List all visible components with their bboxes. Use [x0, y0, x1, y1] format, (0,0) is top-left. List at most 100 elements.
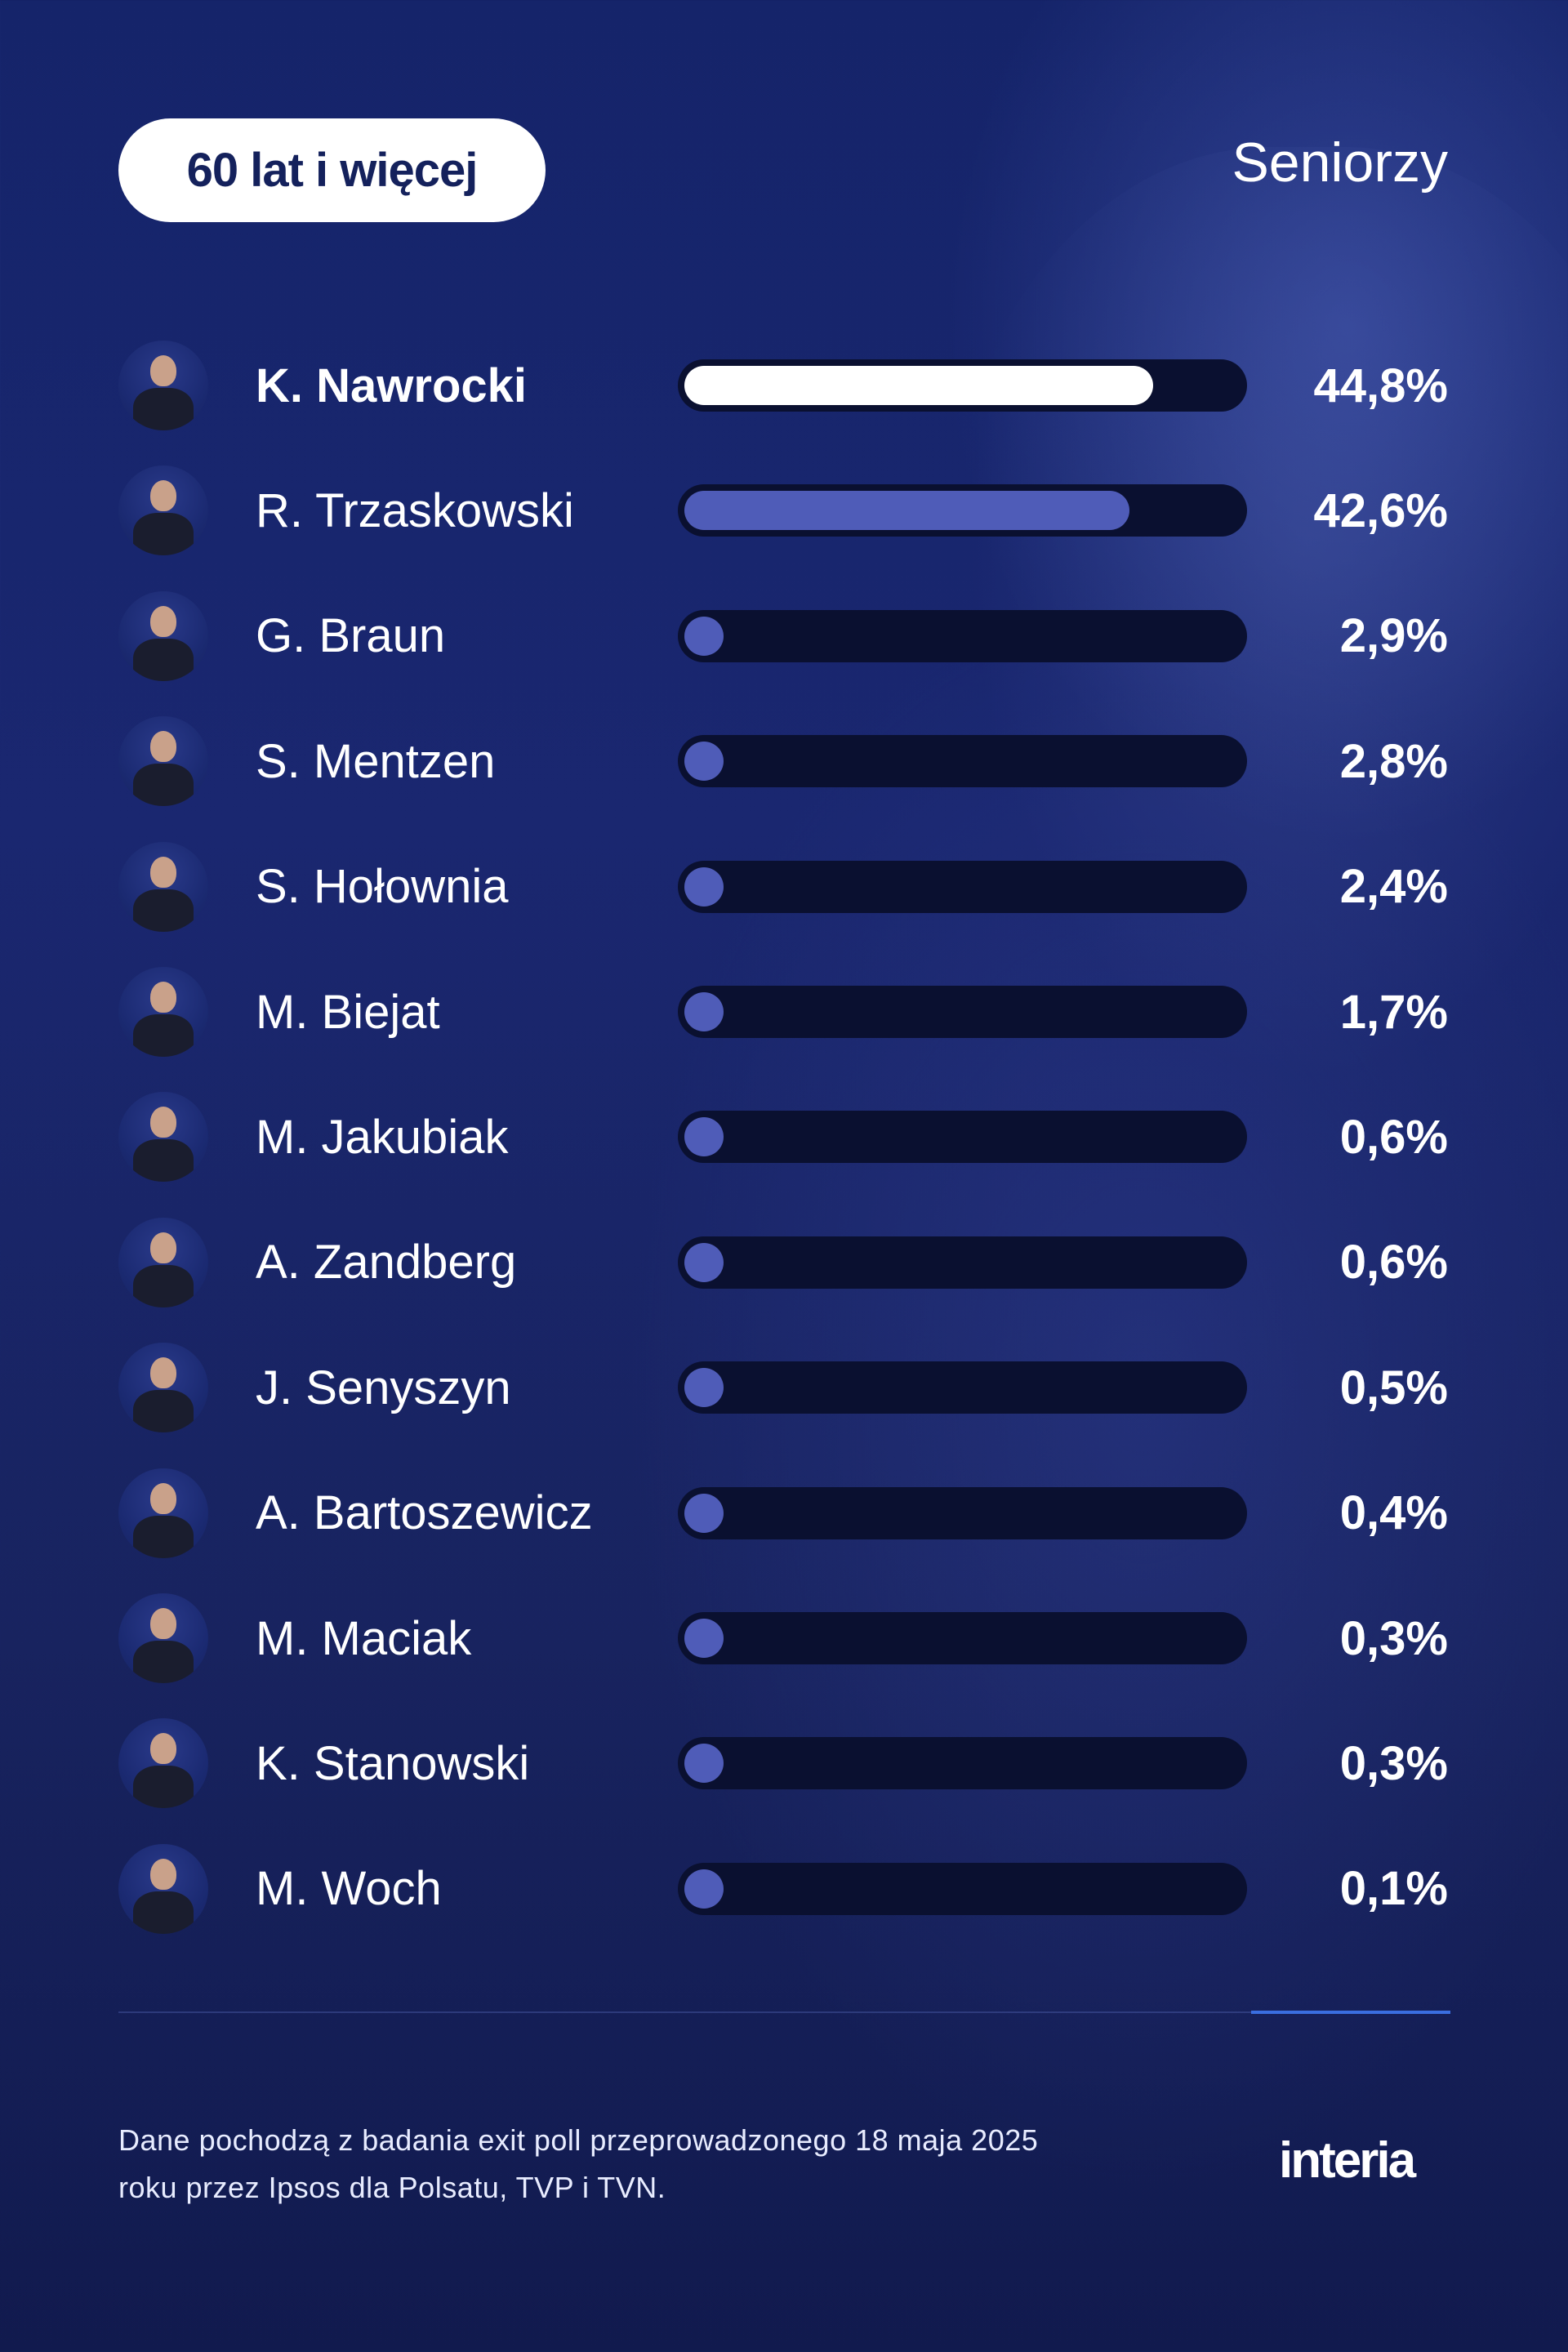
candidate-avatar — [118, 1092, 208, 1183]
bar-fill — [684, 1619, 724, 1658]
avatar-head-shape — [150, 1357, 176, 1389]
source-note: Dane pochodzą z badania exit poll przepr… — [118, 2123, 1039, 2204]
candidate-name: A. Zandberg — [256, 1236, 517, 1290]
candidate-name: K. Stanowski — [256, 1736, 530, 1790]
avatar-body-shape — [133, 889, 194, 932]
avatar-body-shape — [133, 764, 194, 807]
bar-track — [678, 484, 1247, 537]
bar-track — [678, 359, 1247, 412]
interia-logo: interia — [1279, 2132, 1416, 2189]
candidate-avatar — [118, 967, 208, 1057]
avatar-head-shape — [150, 1858, 176, 1890]
candidate-name: J. Senyszyn — [256, 1361, 511, 1414]
bar-fill — [684, 1493, 724, 1533]
candidate-name: R. Trzaskowski — [256, 483, 574, 537]
avatar-body-shape — [133, 1014, 194, 1057]
candidate-percentage: 0,4% — [1339, 1486, 1448, 1540]
avatar-head-shape — [150, 856, 176, 888]
bar-track — [678, 986, 1247, 1038]
bar-fill — [684, 1368, 724, 1408]
candidate-row: K. Stanowski 0,3% — [118, 1714, 1448, 1812]
bar-fill — [684, 491, 1129, 531]
candidate-row: A. Bartoszewicz 0,4% — [118, 1464, 1448, 1562]
candidate-name: S. Hołownia — [256, 860, 509, 914]
segment-title: Seniorzy — [1232, 131, 1448, 194]
bar-fill — [684, 742, 724, 782]
avatar-body-shape — [133, 513, 194, 556]
bar-fill — [684, 1744, 724, 1784]
candidate-avatar — [118, 716, 208, 807]
candidate-row: R. Trzaskowski 42,6% — [118, 461, 1448, 559]
candidate-percentage: 0,6% — [1339, 1236, 1448, 1290]
avatar-body-shape — [133, 1641, 194, 1683]
bar-track — [678, 1737, 1247, 1790]
candidate-percentage: 0,1% — [1339, 1862, 1448, 1916]
candidate-percentage: 0,6% — [1339, 1110, 1448, 1164]
divider-accent — [1251, 2011, 1450, 2014]
bar-fill — [684, 616, 724, 656]
age-group-badge: 60 lat i więcej — [118, 118, 546, 222]
bar-fill — [684, 1869, 724, 1909]
candidate-row: M. Jakubiak 0,6% — [118, 1088, 1448, 1186]
avatar-head-shape — [150, 731, 176, 763]
candidate-row: M. Maciak 0,3% — [118, 1589, 1448, 1687]
bar-fill — [684, 1242, 724, 1282]
candidate-name: G. Braun — [256, 609, 446, 663]
candidate-percentage: 1,7% — [1339, 985, 1448, 1039]
candidate-percentage: 2,9% — [1339, 609, 1448, 663]
candidate-avatar — [118, 466, 208, 556]
candidate-avatar — [118, 341, 208, 430]
bar-track — [678, 1236, 1247, 1289]
candidate-row: A. Zandberg 0,6% — [118, 1214, 1448, 1312]
candidate-row: S. Mentzen 2,8% — [118, 712, 1448, 810]
candidate-name: A. Bartoszewicz — [256, 1486, 593, 1540]
candidate-percentage: 0,5% — [1339, 1361, 1448, 1414]
candidate-avatar — [118, 1468, 208, 1558]
avatar-head-shape — [150, 1482, 176, 1514]
avatar-head-shape — [150, 480, 176, 512]
bar-fill — [684, 866, 724, 906]
candidate-avatar — [118, 590, 208, 681]
candidate-percentage: 44,8% — [1313, 359, 1448, 412]
bar-track — [678, 1111, 1247, 1164]
bar-track — [678, 1361, 1247, 1414]
avatar-head-shape — [150, 1608, 176, 1639]
candidate-percentage: 42,6% — [1313, 483, 1448, 537]
avatar-body-shape — [133, 1766, 194, 1809]
bar-fill — [684, 1117, 724, 1157]
avatar-head-shape — [150, 1733, 176, 1765]
avatar-body-shape — [133, 388, 194, 430]
bar-track — [678, 860, 1247, 913]
candidate-avatar — [118, 1843, 208, 1934]
divider — [118, 2011, 1450, 2013]
candidate-name: K. Nawrocki — [256, 359, 527, 412]
bar-track — [678, 1612, 1247, 1664]
bar-track — [678, 609, 1247, 662]
avatar-head-shape — [150, 1107, 176, 1138]
candidate-name: M. Woch — [256, 1862, 442, 1916]
candidate-name: M. Maciak — [256, 1611, 472, 1665]
avatar-body-shape — [133, 1264, 194, 1307]
candidate-avatar — [118, 1593, 208, 1683]
candidate-percentage: 2,8% — [1339, 734, 1448, 788]
candidate-name: M. Jakubiak — [256, 1110, 509, 1164]
bar-track — [678, 1486, 1247, 1539]
candidate-row: J. Senyszyn 0,5% — [118, 1339, 1448, 1437]
bar-fill — [684, 366, 1153, 405]
avatar-body-shape — [133, 1891, 194, 1934]
candidate-percentage: 0,3% — [1339, 1611, 1448, 1665]
candidate-avatar — [118, 841, 208, 932]
avatar-body-shape — [133, 1390, 194, 1433]
avatar-head-shape — [150, 1232, 176, 1263]
avatar-head-shape — [150, 605, 176, 637]
avatar-body-shape — [133, 638, 194, 681]
candidate-name: M. Biejat — [256, 985, 440, 1039]
candidate-row: G. Braun 2,9% — [118, 587, 1448, 685]
bar-track — [678, 735, 1247, 788]
candidate-percentage: 0,3% — [1339, 1736, 1448, 1790]
avatar-body-shape — [133, 1139, 194, 1183]
avatar-body-shape — [133, 1515, 194, 1558]
avatar-head-shape — [150, 982, 176, 1013]
bar-fill — [684, 992, 724, 1031]
age-group-label: 60 lat i więcej — [186, 144, 479, 197]
